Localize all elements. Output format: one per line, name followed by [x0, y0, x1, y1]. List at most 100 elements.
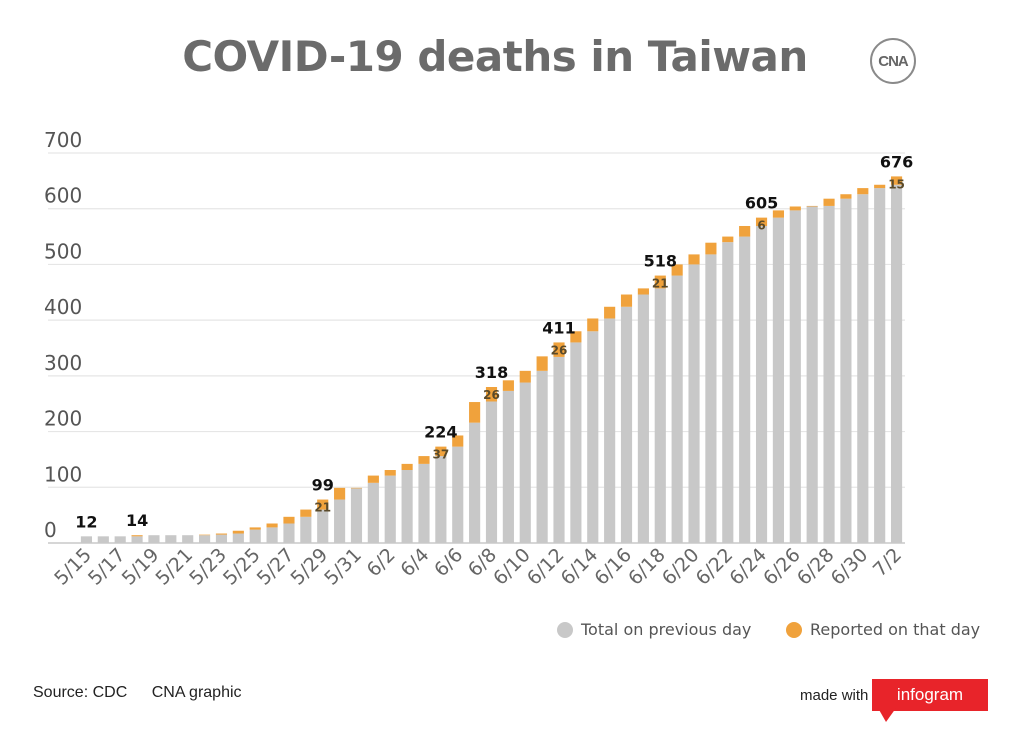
bar-total-5/15 — [80, 536, 93, 543]
x-tick-label: 6/18 — [624, 544, 670, 590]
data-label-reported: 6 — [757, 219, 765, 233]
bar-reported-5/27 — [283, 516, 295, 524]
bar-total-5/23 — [215, 534, 228, 543]
bar-total-6/3 — [401, 470, 413, 543]
data-label-total: 676 — [880, 152, 913, 171]
bar-total-7/1 — [874, 188, 886, 543]
data-label-total: 605 — [745, 194, 778, 213]
x-tick-label: 5/27 — [253, 544, 299, 590]
x-tick-label: 5/19 — [118, 544, 164, 590]
bar-total-6/5 — [435, 456, 447, 543]
bar-reported-6/25 — [772, 210, 784, 218]
bar-total-5/25 — [249, 529, 261, 543]
chart-title: COVID-19 deaths in Taiwan — [182, 32, 808, 81]
bar-reported-6/27 — [806, 205, 818, 207]
bar-reported-6/30 — [857, 188, 869, 195]
bar-total-6/15 — [604, 318, 616, 543]
bar-total-7/2 — [890, 184, 903, 543]
bar-reported-6/21 — [705, 242, 717, 255]
bar-reported-6/23 — [739, 225, 751, 237]
bar-total-6/29 — [840, 198, 852, 543]
bar-reported-5/29 — [317, 499, 329, 510]
bar-total-6/11 — [536, 370, 548, 543]
bar-total-6/27 — [806, 206, 818, 543]
x-tick-label: 6/30 — [827, 544, 873, 590]
bar-reported-6/22 — [722, 236, 734, 243]
bar-total-6/7 — [469, 422, 481, 543]
bar-total-6/30 — [857, 194, 869, 543]
data-label-reported: 37 — [433, 448, 450, 462]
bar-reported-5/31 — [350, 487, 363, 489]
x-tick-label: 5/29 — [287, 544, 333, 590]
bar-total-6/13 — [570, 342, 582, 543]
graphic-credit: CNA graphic — [151, 684, 242, 701]
legend-item-total: Total on previous day — [557, 620, 751, 639]
legend-dot-reported — [786, 621, 802, 638]
bar-total-5/16 — [97, 536, 109, 543]
bar-reported-6/16 — [620, 294, 633, 307]
bar-reported-6/24 — [755, 217, 768, 226]
bar-reported-6/1 — [367, 475, 379, 483]
bar-total-6/26 — [789, 210, 801, 543]
bar-total-5/21 — [182, 535, 194, 543]
bar-reported-6/18 — [654, 275, 666, 289]
bar-total-5/24 — [232, 533, 244, 543]
bar-reported-6/17 — [637, 288, 649, 295]
cna-logo: CNA — [862, 38, 928, 88]
infogram-logo-link[interactable]: infogram — [872, 679, 988, 711]
data-label-reported: 15 — [888, 177, 905, 191]
bar-reported-5/23 — [215, 533, 228, 535]
x-tick-label: 6/6 — [430, 544, 467, 581]
bar-reported-6/20 — [688, 254, 700, 265]
x-tick-label: 6/12 — [523, 544, 569, 590]
y-tick-label: 0 — [44, 518, 57, 542]
bar-reported-6/2 — [384, 470, 396, 476]
data-label-total: 318 — [475, 363, 508, 382]
x-tick-label: 6/26 — [759, 544, 805, 590]
bar-total-6/20 — [688, 264, 700, 543]
bar-total-6/6 — [452, 446, 464, 543]
data-label-total: 12 — [75, 512, 97, 531]
bar-total-5/17 — [114, 536, 126, 543]
bar-total-6/24 — [755, 225, 768, 543]
x-tick-label: 5/15 — [50, 544, 96, 590]
y-tick-label: 700 — [44, 128, 82, 152]
bar-reported-6/8 — [485, 387, 498, 402]
bar-total-5/19 — [148, 535, 160, 543]
bar-reported-6/6 — [452, 435, 464, 447]
bar-reported-7/2 — [890, 176, 903, 185]
bar-reported-6/15 — [604, 306, 616, 319]
legend-item-reported: Reported on that day — [786, 620, 980, 639]
bar-reported-6/12 — [553, 342, 565, 357]
x-axis-ticks: 5/155/175/195/215/235/255/275/295/316/26… — [50, 544, 906, 590]
bar-reported-6/14 — [587, 318, 599, 332]
x-tick-label: 6/20 — [658, 544, 704, 590]
bar-reported-6/9 — [502, 380, 514, 391]
bar-total-6/10 — [519, 382, 531, 543]
bar-reported-6/3 — [401, 463, 413, 471]
bar-reported-6/13 — [570, 331, 582, 343]
bar-total-6/21 — [705, 254, 717, 543]
x-tick-label: 6/16 — [590, 544, 636, 590]
bar-total-6/1 — [367, 482, 379, 543]
data-label-total: 224 — [424, 423, 457, 442]
x-tick-label: 5/23 — [185, 544, 231, 590]
bar-total-6/18 — [654, 288, 666, 543]
x-tick-label: 6/4 — [396, 544, 433, 581]
bar-total-5/29 — [317, 509, 329, 543]
bar-total-5/22 — [199, 535, 211, 543]
bar-reported-5/25 — [249, 527, 261, 530]
data-label-total: 99 — [312, 476, 334, 495]
bar-reported-6/5 — [435, 446, 447, 457]
bar-reported-6/29 — [840, 194, 852, 199]
bar-reported-5/24 — [232, 530, 244, 534]
bar-reported-7/1 — [874, 184, 886, 189]
y-tick-label: 200 — [44, 407, 82, 431]
x-tick-label: 6/28 — [793, 544, 839, 590]
bar-total-5/18 — [131, 536, 143, 543]
x-tick-label: 6/14 — [557, 544, 603, 590]
data-label-total: 411 — [542, 318, 575, 337]
bar-total-5/30 — [334, 499, 346, 543]
y-axis-ticks: 0 100 200 300 400 500 600 700 — [44, 128, 82, 542]
bar-chart: 0 100 200 300 400 500 600 700 12 14 99 21 224 37 318 2… — [44, 128, 913, 590]
